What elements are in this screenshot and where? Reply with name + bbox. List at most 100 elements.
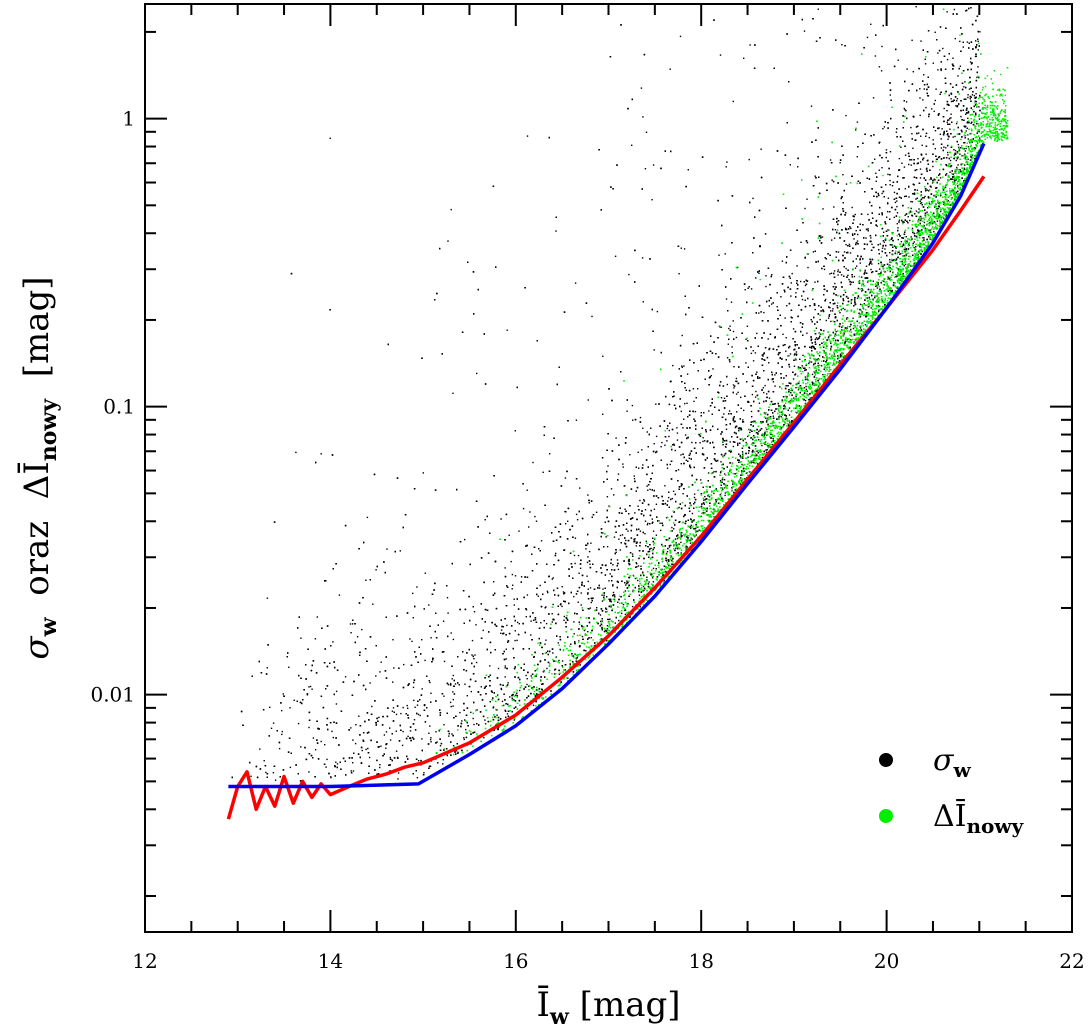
scatter-sigma-point bbox=[534, 515, 536, 518]
scatter-sigma-point bbox=[651, 199, 653, 201]
scatter-sigma-point bbox=[607, 465, 609, 467]
scatter-sigma-point bbox=[690, 519, 692, 521]
scatter-sigma-point bbox=[932, 62, 934, 64]
scatter-sigma-point bbox=[668, 435, 670, 438]
scatter-sigma-point bbox=[729, 325, 731, 327]
scatter-sigma-point bbox=[968, 88, 971, 90]
scatter-sigma-point bbox=[823, 268, 826, 271]
scatter-sigma-point bbox=[614, 622, 616, 624]
scatter-sigma-point bbox=[833, 270, 836, 272]
scatter-sigma-point bbox=[765, 275, 767, 277]
scatter-sigma-point bbox=[561, 586, 563, 588]
scatter-sigma-point bbox=[354, 742, 357, 745]
scatter-sigma-point bbox=[877, 262, 880, 265]
scatter-sigma-point bbox=[860, 333, 863, 336]
scatter-sigma-point bbox=[897, 59, 899, 61]
scatter-sigma-point bbox=[919, 202, 922, 205]
scatter-sigma-point bbox=[971, 154, 974, 157]
scatter-sigma-point bbox=[680, 534, 682, 536]
scatter-sigma-point bbox=[735, 336, 738, 339]
scatter-sigma-point bbox=[955, 105, 957, 107]
scatter-sigma-point bbox=[649, 488, 651, 491]
scatter-sigma-point bbox=[352, 770, 355, 772]
scatter-sigma-point bbox=[631, 144, 633, 146]
scatter-sigma-point bbox=[629, 615, 631, 617]
scatter-sigma-point bbox=[704, 440, 706, 442]
scatter-sigma-point bbox=[903, 195, 906, 198]
scatter-layer bbox=[231, 6, 1009, 782]
scatter-sigma-point bbox=[965, 130, 967, 132]
scatter-sigma-point bbox=[720, 470, 722, 473]
scatter-sigma-point bbox=[955, 122, 958, 125]
scatter-sigma-point bbox=[581, 583, 583, 586]
scatter-sigma-point bbox=[555, 230, 557, 232]
scatter-sigma-point bbox=[859, 262, 861, 264]
scatter-sigma-point bbox=[849, 348, 851, 350]
scatter-sigma-point bbox=[564, 477, 567, 479]
scatter-sigma-point bbox=[789, 164, 791, 166]
scatter-sigma-point bbox=[889, 94, 891, 96]
scatter-sigma-point bbox=[289, 766, 292, 769]
scatter-sigma-point bbox=[668, 429, 670, 432]
scatter-sigma-point bbox=[540, 540, 543, 542]
scatter-sigma-point bbox=[409, 737, 411, 739]
scatter-sigma-point bbox=[804, 284, 807, 287]
scatter-sigma-point bbox=[768, 397, 771, 399]
scatter-sigma-point bbox=[724, 494, 726, 497]
scatter-sigma-point bbox=[802, 354, 804, 357]
scatter-sigma-point bbox=[870, 237, 872, 239]
scatter-sigma-point bbox=[817, 364, 819, 367]
scatter-sigma-point bbox=[934, 31, 936, 33]
scatter-sigma-point bbox=[551, 613, 553, 615]
scatter-sigma-point bbox=[733, 366, 735, 368]
scatter-sigma-point bbox=[962, 46, 964, 48]
scatter-sigma-point bbox=[942, 47, 944, 50]
scatter-sigma-point bbox=[955, 100, 958, 102]
scatter-sigma-point bbox=[910, 164, 912, 166]
scatter-sigma-point bbox=[790, 282, 792, 284]
scatter-sigma-point bbox=[424, 659, 426, 662]
scatter-sigma-point bbox=[565, 523, 567, 525]
scatter-sigma-point bbox=[325, 766, 327, 768]
scatter-sigma-point bbox=[690, 524, 692, 527]
scatter-sigma-point bbox=[794, 373, 797, 375]
scatter-sigma-point bbox=[833, 237, 836, 239]
scatter-sigma-point bbox=[413, 719, 416, 721]
scatter-sigma-point bbox=[906, 68, 908, 70]
scatter-sigma-point bbox=[916, 162, 918, 165]
scatter-sigma-point bbox=[977, 49, 979, 51]
scatter-sigma-point bbox=[870, 268, 872, 271]
scatter-sigma-point bbox=[926, 211, 928, 213]
scatter-sigma-point bbox=[647, 522, 649, 525]
scatter-sigma-point bbox=[859, 257, 861, 260]
scatter-sigma-point bbox=[385, 731, 388, 733]
scatter-sigma-point bbox=[513, 719, 515, 721]
scatter-sigma-point bbox=[697, 388, 699, 390]
scatter-sigma-point bbox=[960, 115, 962, 118]
scatter-sigma-point bbox=[897, 268, 899, 270]
scatter-sigma-point bbox=[779, 386, 781, 388]
scatter-sigma-point bbox=[413, 699, 415, 702]
scatter-sigma-point bbox=[344, 676, 347, 678]
scatter-sigma-point bbox=[950, 165, 953, 167]
scatter-sigma-point bbox=[850, 281, 853, 283]
scatter-sigma-point bbox=[822, 208, 824, 210]
scatter-sigma-point bbox=[378, 716, 380, 719]
scatter-sigma-point bbox=[923, 74, 925, 76]
scatter-sigma-point bbox=[443, 660, 446, 663]
scatter-sigma-point bbox=[824, 288, 826, 291]
scatter-sigma-point bbox=[699, 442, 701, 444]
scatter-sigma-point bbox=[608, 598, 610, 600]
scatter-sigma-point bbox=[379, 766, 381, 769]
scatter-sigma-point bbox=[563, 615, 565, 618]
scatter-sigma-point bbox=[949, 171, 951, 173]
scatter-sigma-point bbox=[978, 118, 981, 120]
scatter-sigma-point bbox=[379, 671, 381, 673]
scatter-sigma-point bbox=[635, 545, 637, 547]
scatter-sigma-point bbox=[938, 127, 940, 129]
scatter-sigma-point bbox=[889, 151, 892, 153]
scatter-sigma-point bbox=[763, 412, 766, 414]
scatter-sigma-point bbox=[819, 318, 821, 321]
scatter-sigma-point bbox=[392, 639, 394, 641]
scatter-sigma-point bbox=[757, 432, 759, 434]
